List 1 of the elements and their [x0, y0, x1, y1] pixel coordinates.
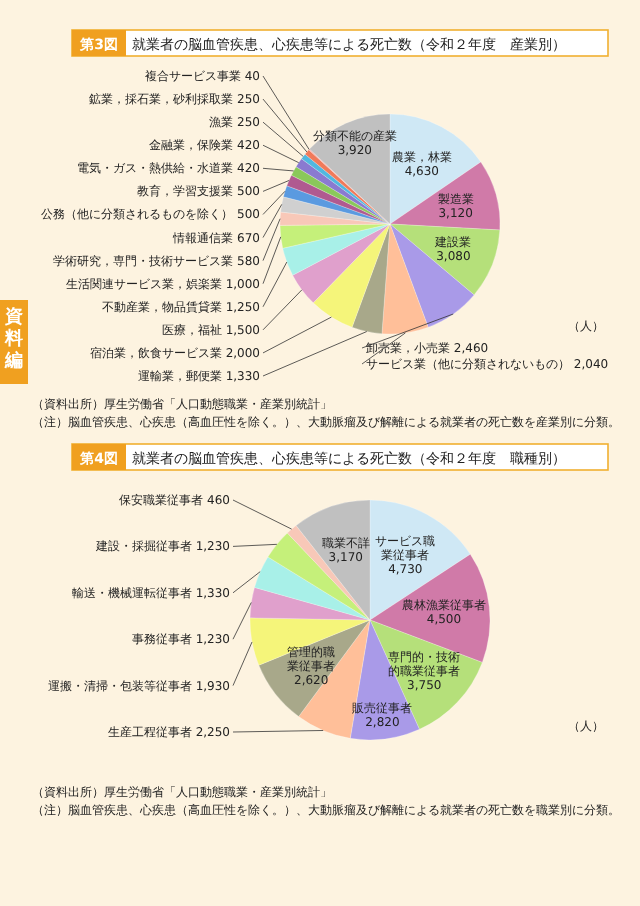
text: 資料編 — [3, 306, 23, 372]
